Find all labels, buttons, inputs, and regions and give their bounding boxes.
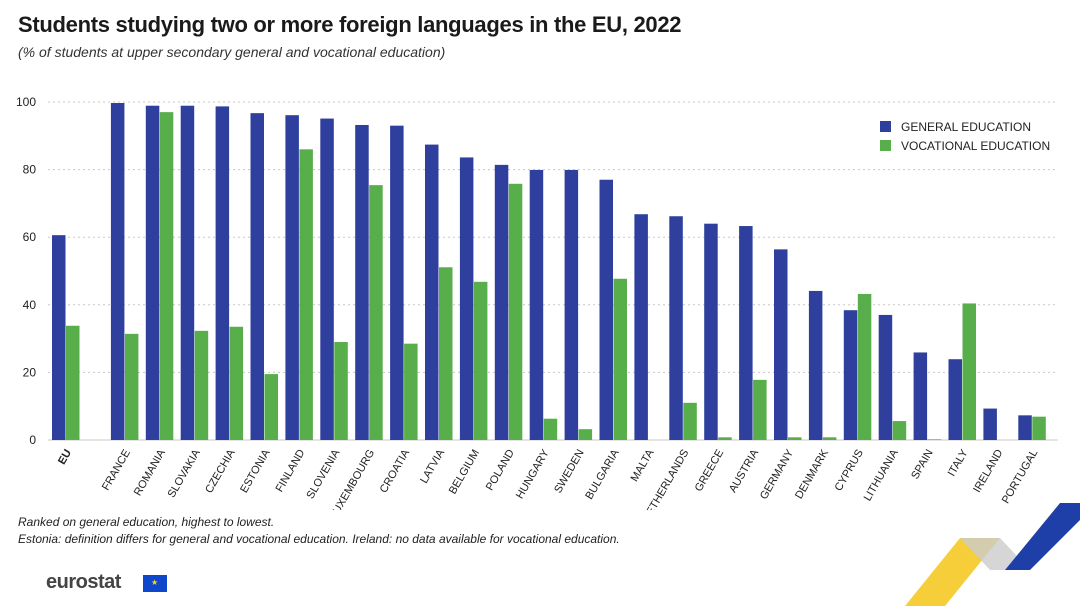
bar-general-eu (52, 235, 66, 440)
chart-notes: Ranked on general education, highest to … (18, 514, 620, 548)
bar-general-sweden (564, 169, 579, 441)
bar-general-cyprus (843, 310, 858, 440)
bar-vocational-poland (508, 183, 523, 440)
bar-vocational-estonia (264, 374, 278, 440)
y-tick-label: 0 (29, 433, 36, 447)
bar-vocational-finland (299, 149, 313, 440)
bar-vocational-latvia (439, 267, 453, 440)
chart-bars (52, 103, 1046, 441)
bar-vocational-cyprus (857, 293, 872, 440)
bar-general-hungary (529, 169, 544, 441)
legend-label-vocational: VOCATIONAL EDUCATION (901, 139, 1050, 153)
legend-label-general: GENERAL EDUCATION (901, 120, 1031, 134)
bar-general-france (110, 103, 125, 440)
bar-general-portugal (1018, 415, 1032, 440)
bar-general-slovenia (320, 118, 334, 440)
bar-vocational-slovakia (194, 330, 209, 440)
bar-general-czechia (215, 106, 230, 441)
bar-vocational-lithuania (892, 421, 907, 440)
bar-vocational-netherlands (683, 402, 697, 440)
bar-general-luxembourg (355, 124, 369, 440)
bar-vocational-denmark (822, 437, 837, 440)
y-tick-label: 100 (16, 95, 36, 109)
bar-vocational-slovenia (334, 341, 348, 440)
bar-vocational-eu (66, 325, 80, 440)
bar-vocational-czechia (229, 326, 244, 440)
bar-vocational-italy (962, 303, 976, 440)
y-axis-ticks: 0 20 40 60 80 100 (16, 95, 36, 447)
bar-vocational-portugal (1032, 416, 1046, 440)
bar-general-italy (948, 359, 962, 440)
bar-vocational-france (124, 333, 139, 440)
chart-title: Students studying two or more foreign la… (18, 12, 682, 37)
note-definitions: Estonia: definition differs for general … (18, 532, 620, 546)
bar-general-latvia (425, 144, 439, 440)
bar-vocational-bulgaria (613, 278, 627, 440)
y-tick-label: 20 (23, 365, 37, 379)
bar-general-netherlands (669, 216, 683, 440)
chart-legend: GENERAL EDUCATION VOCATIONAL EDUCATION (880, 120, 1050, 153)
bar-vocational-sweden (578, 429, 593, 440)
bar-vocational-greece (718, 437, 732, 440)
bar-vocational-germany (788, 437, 802, 440)
bar-general-poland (494, 164, 509, 441)
bar-general-lithuania (878, 314, 893, 440)
bar-vocational-belgium (473, 281, 488, 440)
bar-general-greece (704, 223, 718, 440)
eu-flag-icon: ★ (143, 575, 167, 592)
bar-general-bulgaria (599, 179, 613, 441)
bar-general-ireland (983, 408, 997, 440)
bar-vocational-austria (753, 379, 767, 440)
bar-general-austria (739, 226, 753, 440)
legend-swatch-vocational (880, 140, 891, 151)
bar-general-slovakia (180, 105, 195, 440)
bar-general-belgium (459, 157, 474, 440)
bar-vocational-hungary (543, 418, 558, 440)
legend-swatch-general (880, 121, 891, 132)
y-tick-label: 80 (23, 163, 37, 177)
bar-general-croatia (390, 125, 404, 440)
bar-vocational-spain (927, 439, 942, 440)
note-ranking: Ranked on general education, highest to … (18, 515, 275, 529)
bar-vocational-croatia (404, 343, 418, 440)
y-tick-label: 60 (23, 230, 37, 244)
chart-subtitle: (% of students at upper secondary genera… (18, 44, 446, 60)
bar-vocational-luxembourg (369, 185, 383, 440)
bar-general-germany (774, 249, 788, 440)
y-tick-label: 40 (23, 298, 37, 312)
bar-general-estonia (250, 113, 264, 441)
bar-general-denmark (808, 290, 823, 440)
bar-vocational-romania (159, 112, 174, 440)
eurostat-logo: eurostat (46, 571, 121, 593)
footer (0, 562, 1080, 606)
bar-general-spain (913, 352, 928, 440)
bar-general-romania (145, 105, 160, 440)
bar-general-malta (634, 214, 648, 440)
bar-general-finland (285, 115, 299, 440)
